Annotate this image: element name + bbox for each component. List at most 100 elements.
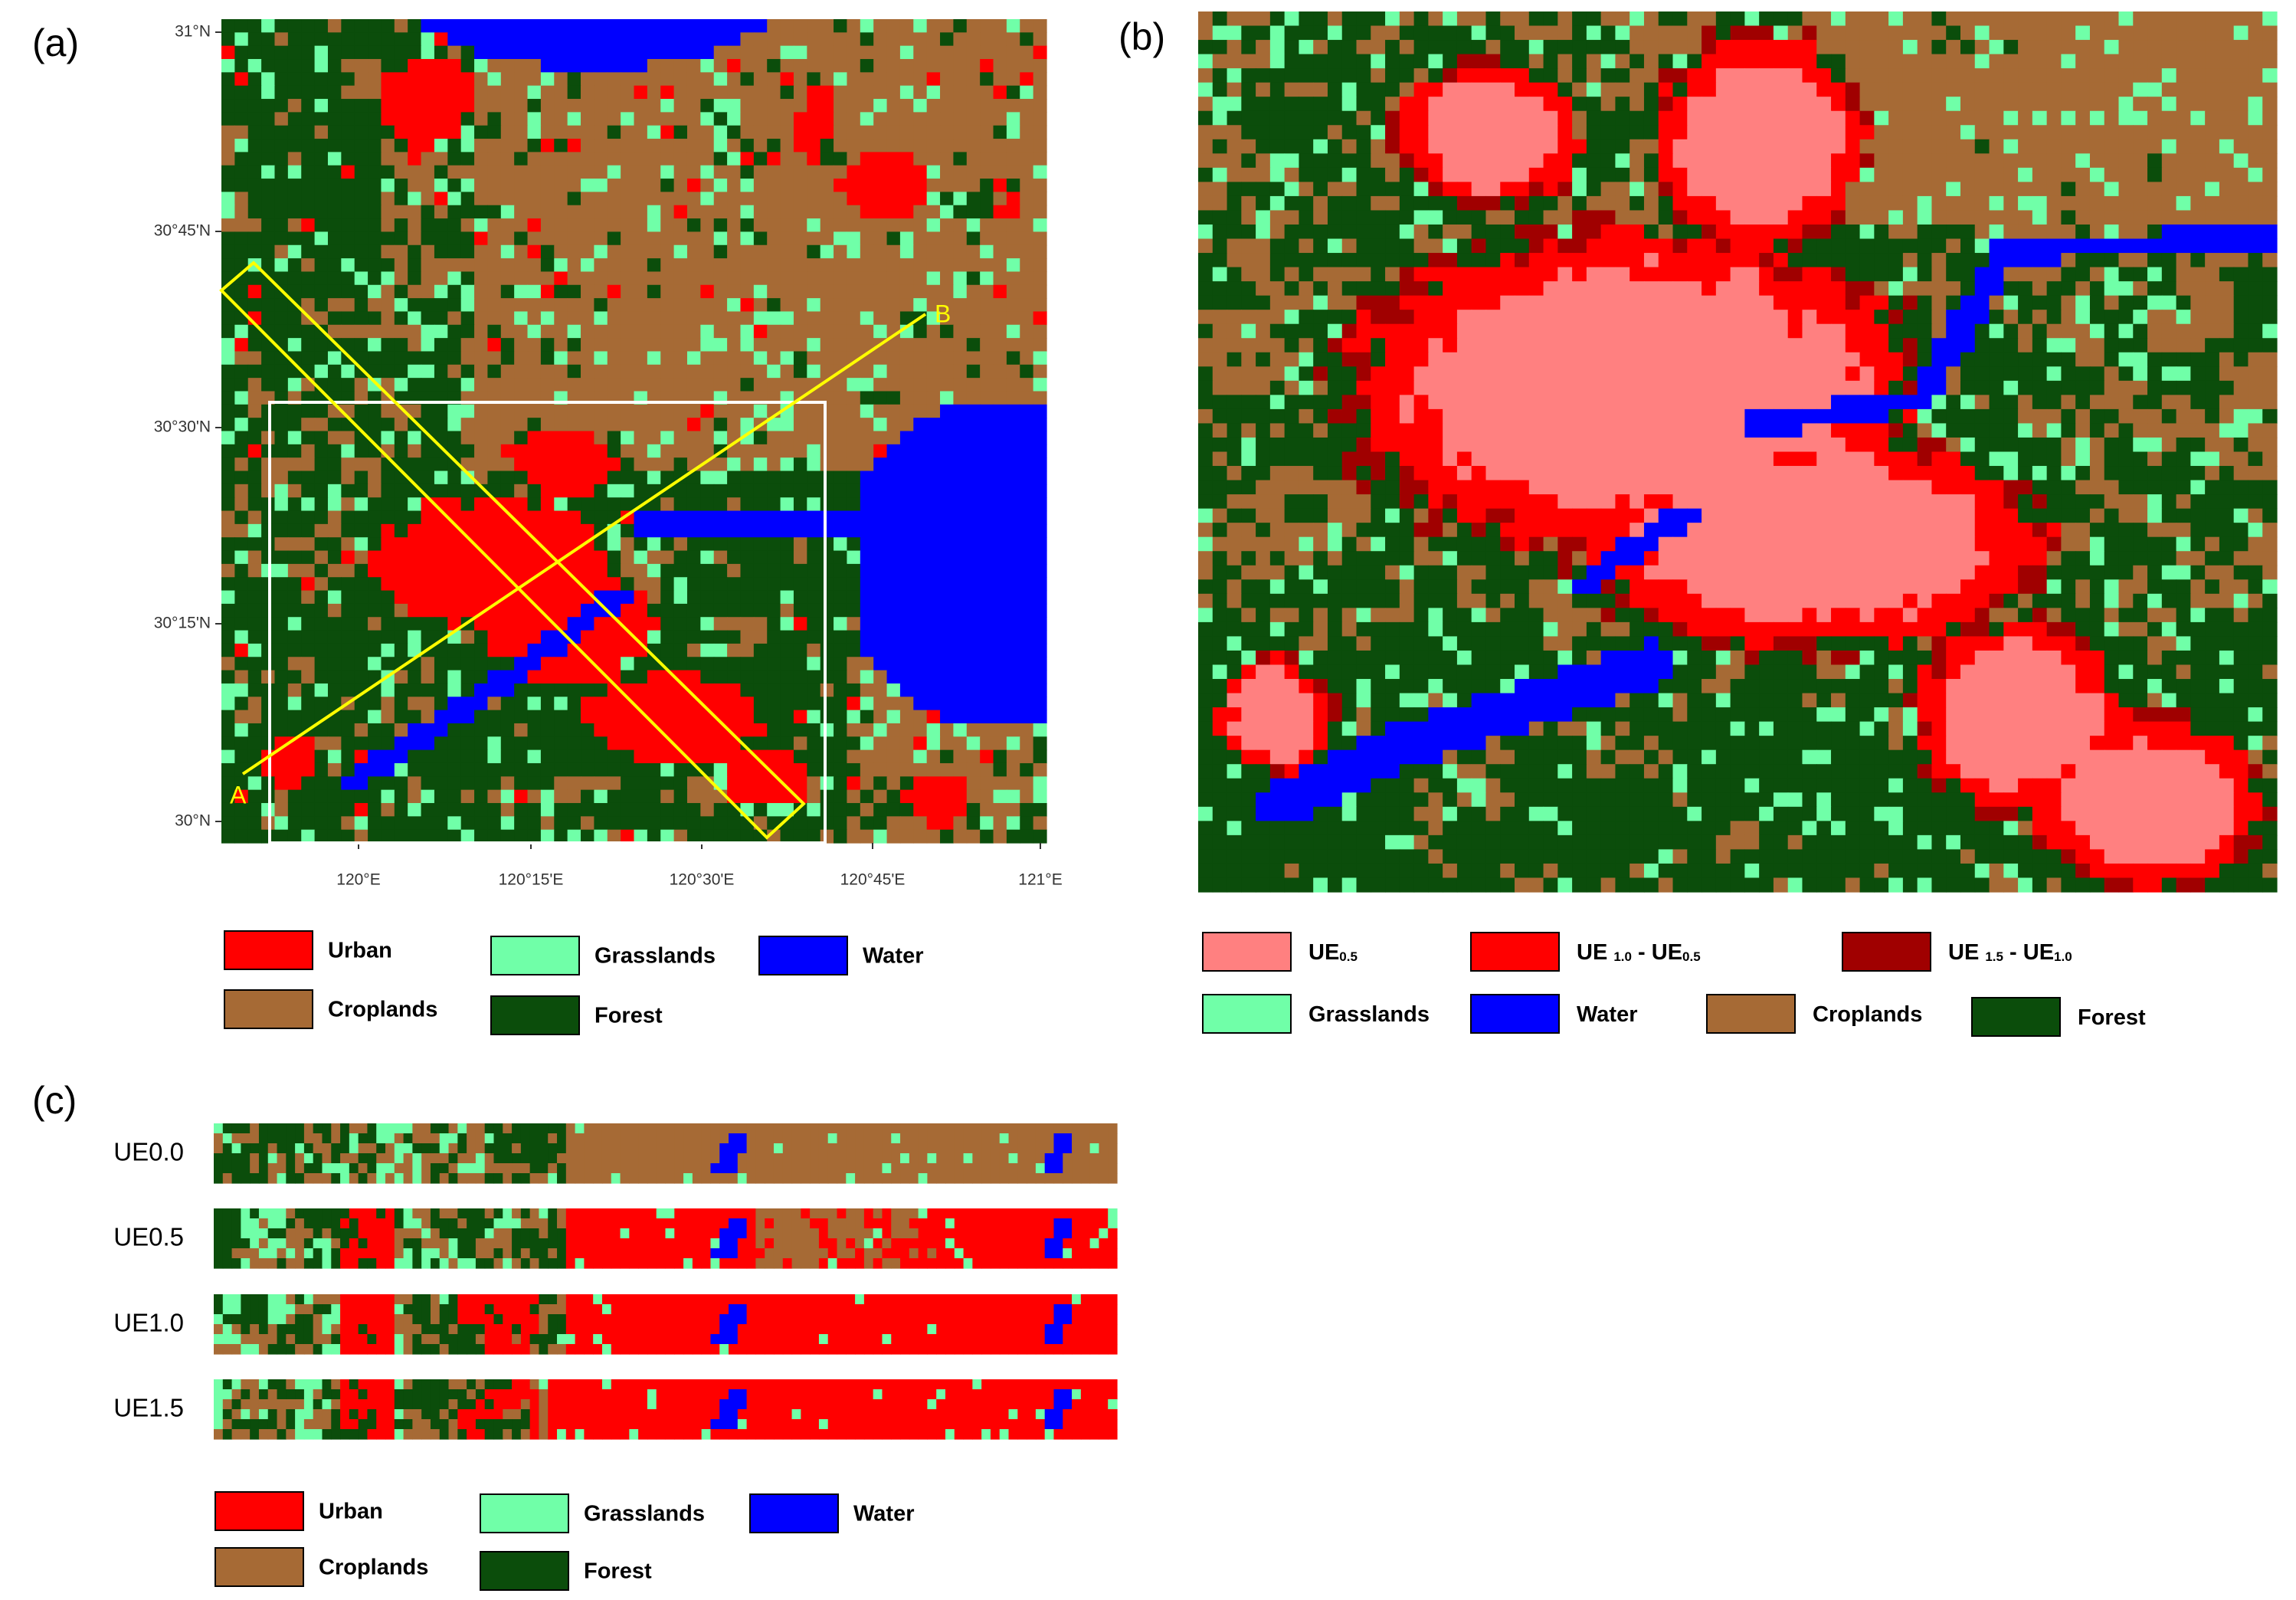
map-cell (1629, 82, 1645, 97)
map-cell (474, 723, 489, 737)
map-cell (807, 657, 821, 671)
map-cell (527, 802, 542, 817)
map-cell (1385, 125, 1400, 140)
map-cell (301, 258, 316, 273)
map-cell (460, 85, 475, 100)
map-cell (993, 697, 1007, 711)
map-cell (873, 378, 888, 392)
map-cell (980, 457, 994, 472)
map-cell (1528, 195, 1544, 211)
map-cell (926, 630, 941, 644)
map-cell (966, 444, 981, 458)
map-cell (807, 284, 821, 299)
map-cell (540, 643, 555, 657)
map-cell (820, 510, 834, 525)
map-cell (261, 59, 276, 73)
map-cell (727, 523, 742, 538)
map-cell (926, 364, 941, 379)
map-cell (408, 351, 422, 366)
map-cell (1715, 54, 1731, 69)
map-cell (1341, 110, 1358, 126)
map-cell (2147, 125, 2163, 140)
map-cell (634, 125, 648, 139)
map-cell (261, 378, 276, 392)
map-cell (368, 311, 382, 326)
map-cell (381, 418, 395, 432)
map-cell (394, 271, 408, 286)
map-cell (394, 244, 408, 259)
map-cell (913, 59, 928, 73)
map-cell (341, 550, 355, 565)
map-cell (621, 231, 635, 246)
map-cell (434, 258, 448, 273)
map-cell (581, 284, 594, 299)
map-cell (314, 152, 329, 166)
map-cell (567, 218, 581, 233)
map-cell (753, 271, 768, 286)
map-cell (753, 470, 768, 485)
map-cell (660, 125, 675, 139)
map-cell (221, 723, 235, 737)
map-cell (527, 152, 542, 166)
map-cell (873, 72, 888, 87)
map-cell (221, 510, 235, 525)
map-cell (886, 351, 901, 366)
map-cell (487, 351, 502, 366)
map-cell (247, 683, 262, 697)
map-cell (1033, 271, 1047, 286)
map-cell (434, 298, 448, 313)
map-cell (327, 749, 342, 764)
map-cell (460, 776, 475, 791)
map-cell (1917, 182, 1933, 197)
map-cell (434, 577, 448, 592)
map-cell (287, 45, 302, 60)
map-cell (727, 139, 742, 152)
map-cell (1586, 11, 1602, 27)
map-cell (368, 484, 382, 498)
map-cell (327, 577, 342, 592)
map-cell (474, 19, 489, 33)
map-cell (1006, 590, 1020, 605)
map-cell (567, 85, 581, 100)
map-cell (980, 99, 994, 113)
map-cell (966, 523, 981, 538)
map-cell (1198, 40, 1214, 55)
map-cell (660, 617, 675, 631)
map-cell (1773, 68, 1789, 84)
map-cell (686, 72, 701, 87)
map-cell (327, 736, 342, 751)
map-cell (727, 19, 742, 33)
map-cell (354, 749, 368, 764)
map-cell (860, 683, 874, 697)
map-cell (621, 444, 635, 458)
map-cell (1744, 97, 1760, 112)
map-cell (713, 45, 728, 60)
map-cell (647, 418, 661, 432)
map-cell (421, 85, 435, 100)
map-cell (341, 165, 355, 179)
map-cell (247, 723, 262, 737)
map-cell (727, 112, 742, 126)
map-cell (327, 762, 342, 777)
map-cell (1456, 25, 1472, 41)
map-cell (581, 630, 594, 644)
map-cell (953, 311, 968, 326)
map-cell (1874, 68, 1889, 84)
map-cell (368, 670, 382, 684)
map-cell (740, 497, 755, 512)
map-cell (2032, 195, 2048, 211)
map-cell (368, 32, 382, 47)
map-cell (980, 484, 994, 498)
map-cell (740, 364, 755, 379)
map-cell (1020, 497, 1034, 512)
map-cell (1643, 11, 1659, 27)
map-cell (274, 577, 289, 592)
map-cell (621, 457, 635, 472)
map-cell (926, 484, 941, 498)
map-cell (926, 603, 941, 618)
map-cell (2205, 167, 2220, 182)
map-cell (926, 749, 941, 764)
map-cell (381, 802, 395, 817)
map-cell (660, 749, 675, 764)
map-cell (2161, 40, 2177, 55)
